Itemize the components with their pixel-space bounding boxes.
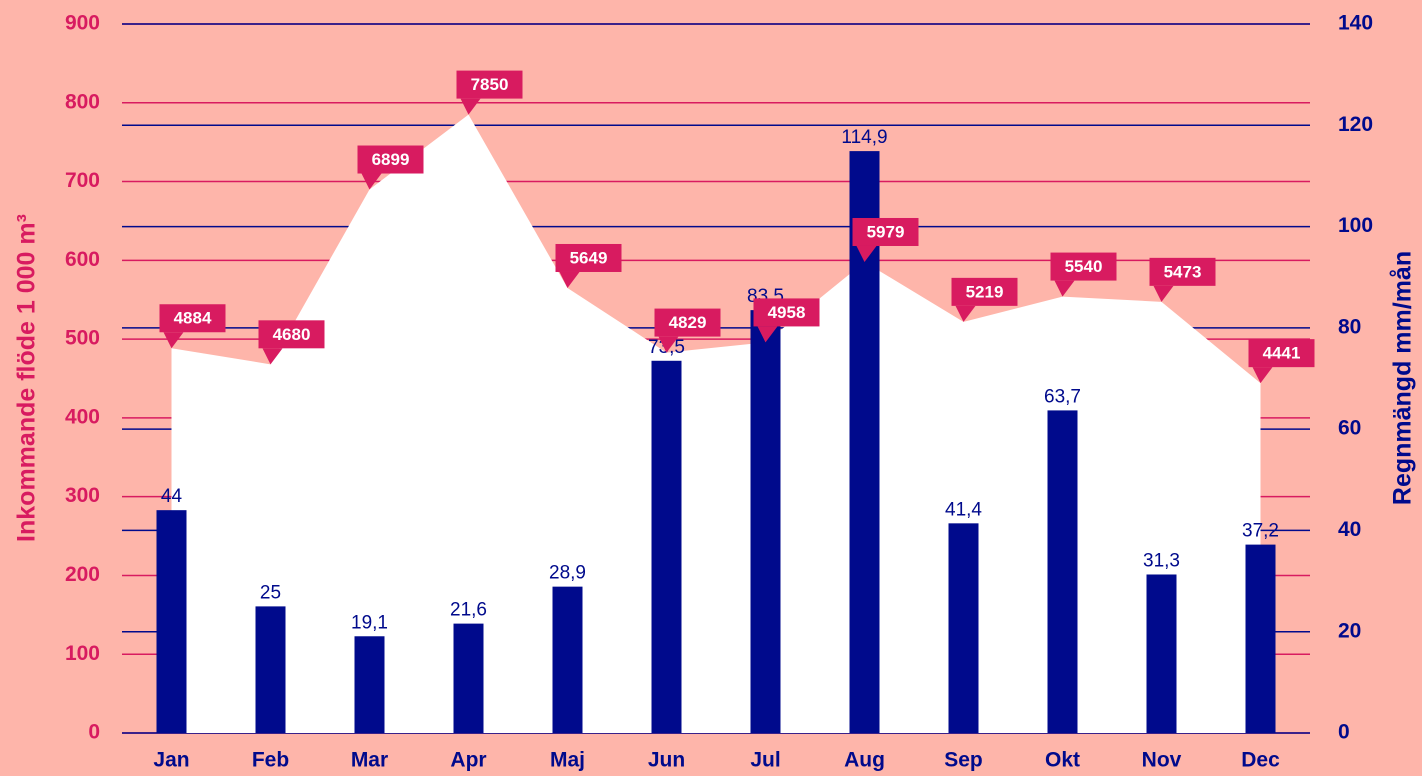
callout-pointer: [1153, 285, 1174, 302]
x-tick-label: Mar: [351, 749, 388, 772]
y2-tick-label: 20: [1338, 619, 1361, 642]
data-label: 5219: [966, 282, 1004, 301]
data-label: 19,1: [351, 612, 388, 633]
data-label: 37,2: [1242, 521, 1279, 542]
y-tick-label: 100: [65, 642, 100, 665]
y2-tick-label: 140: [1338, 12, 1373, 35]
callout-pointer: [559, 271, 580, 288]
callout-pointer: [1252, 367, 1273, 384]
bar: [1047, 410, 1078, 733]
bar: [948, 523, 979, 733]
callout-box: [654, 308, 721, 337]
bar: [156, 510, 187, 733]
bar: [651, 360, 682, 733]
data-label: 5979: [867, 222, 905, 241]
data-label: 25: [260, 582, 281, 603]
x-tick-label: Feb: [252, 749, 289, 772]
y-tick-label: 400: [65, 405, 100, 428]
bar: [1146, 574, 1177, 733]
callout-pointer: [757, 326, 778, 343]
x-tick-label: Apr: [450, 749, 486, 772]
data-label: 4829: [669, 313, 707, 332]
callout-pointer: [1054, 280, 1075, 297]
data-label: 41,4: [945, 499, 982, 520]
y-tick-label: 600: [65, 248, 100, 271]
data-label: 5473: [1164, 262, 1202, 281]
y2-tick-label: 0: [1338, 721, 1350, 744]
area: [171, 114, 1261, 734]
data-label: 5649: [570, 248, 608, 267]
y-tick-label: 700: [65, 169, 100, 192]
x-tick-label: Jun: [648, 749, 685, 772]
y2-tick-label: 40: [1338, 518, 1361, 541]
bar: [1245, 544, 1276, 733]
y-tick-label: 0: [88, 721, 100, 744]
data-label: 4441: [1263, 344, 1301, 363]
x-tick-label: Sep: [944, 749, 983, 772]
data-label: 4958: [768, 303, 806, 322]
callout-box: [555, 243, 622, 272]
x-tick-label: Maj: [550, 749, 585, 772]
y2-tick-label: 120: [1338, 113, 1373, 136]
bar: [453, 623, 484, 733]
y-tick-label: 500: [65, 327, 100, 350]
callout-pointer: [163, 332, 184, 349]
callout-pointer: [658, 336, 679, 353]
callout-pointer: [856, 245, 877, 262]
data-label: 4884: [174, 309, 212, 328]
data-label: 7850: [471, 75, 509, 94]
data-label: 28,9: [549, 563, 586, 584]
callout-box: [159, 304, 226, 333]
x-tick-label: Aug: [844, 749, 885, 772]
callout-box: [951, 277, 1018, 306]
data-label: 5540: [1065, 257, 1103, 276]
x-tick-label: Nov: [1142, 749, 1182, 772]
callout-pointer: [262, 348, 283, 365]
y2-tick-label: 60: [1338, 417, 1361, 440]
bar: [750, 310, 781, 733]
data-label: 31,3: [1143, 551, 1180, 572]
y2-axis-title: Regnmängd mm/mån: [1389, 251, 1417, 505]
callout-pointer: [460, 98, 481, 115]
y2-tick-label: 100: [1338, 214, 1373, 237]
y-tick-label: 300: [65, 484, 100, 507]
callout-box: [852, 217, 919, 246]
y-axis-title: Inkommande flöde 1 000 m³: [13, 214, 41, 542]
x-tick-label: Jul: [750, 749, 780, 772]
data-label: 6899: [372, 150, 410, 169]
callout-box: [258, 320, 325, 349]
data-label: 114,9: [841, 127, 887, 148]
x-tick-label: Jan: [153, 749, 189, 772]
callout-pointer: [361, 173, 382, 190]
callout-box: [1149, 257, 1216, 286]
callout-box: [1248, 339, 1315, 368]
callout-box: [753, 298, 820, 327]
callout-box: [357, 145, 424, 174]
callout-pointer: [955, 305, 976, 322]
data-label: 21,6: [450, 600, 487, 621]
x-tick-label: Okt: [1045, 749, 1080, 772]
bar: [255, 606, 286, 733]
y-tick-label: 900: [65, 12, 100, 35]
callout-box: [456, 70, 523, 99]
data-label: 4680: [273, 325, 311, 344]
bar: [552, 586, 583, 733]
x-tick-label: Dec: [1241, 749, 1280, 772]
y-tick-label: 800: [65, 90, 100, 113]
callout-box: [1050, 252, 1117, 281]
data-label: 44: [161, 486, 183, 507]
y2-tick-label: 80: [1338, 315, 1361, 338]
y-tick-label: 200: [65, 563, 100, 586]
data-label: 63,7: [1044, 386, 1081, 407]
bar: [354, 636, 385, 733]
